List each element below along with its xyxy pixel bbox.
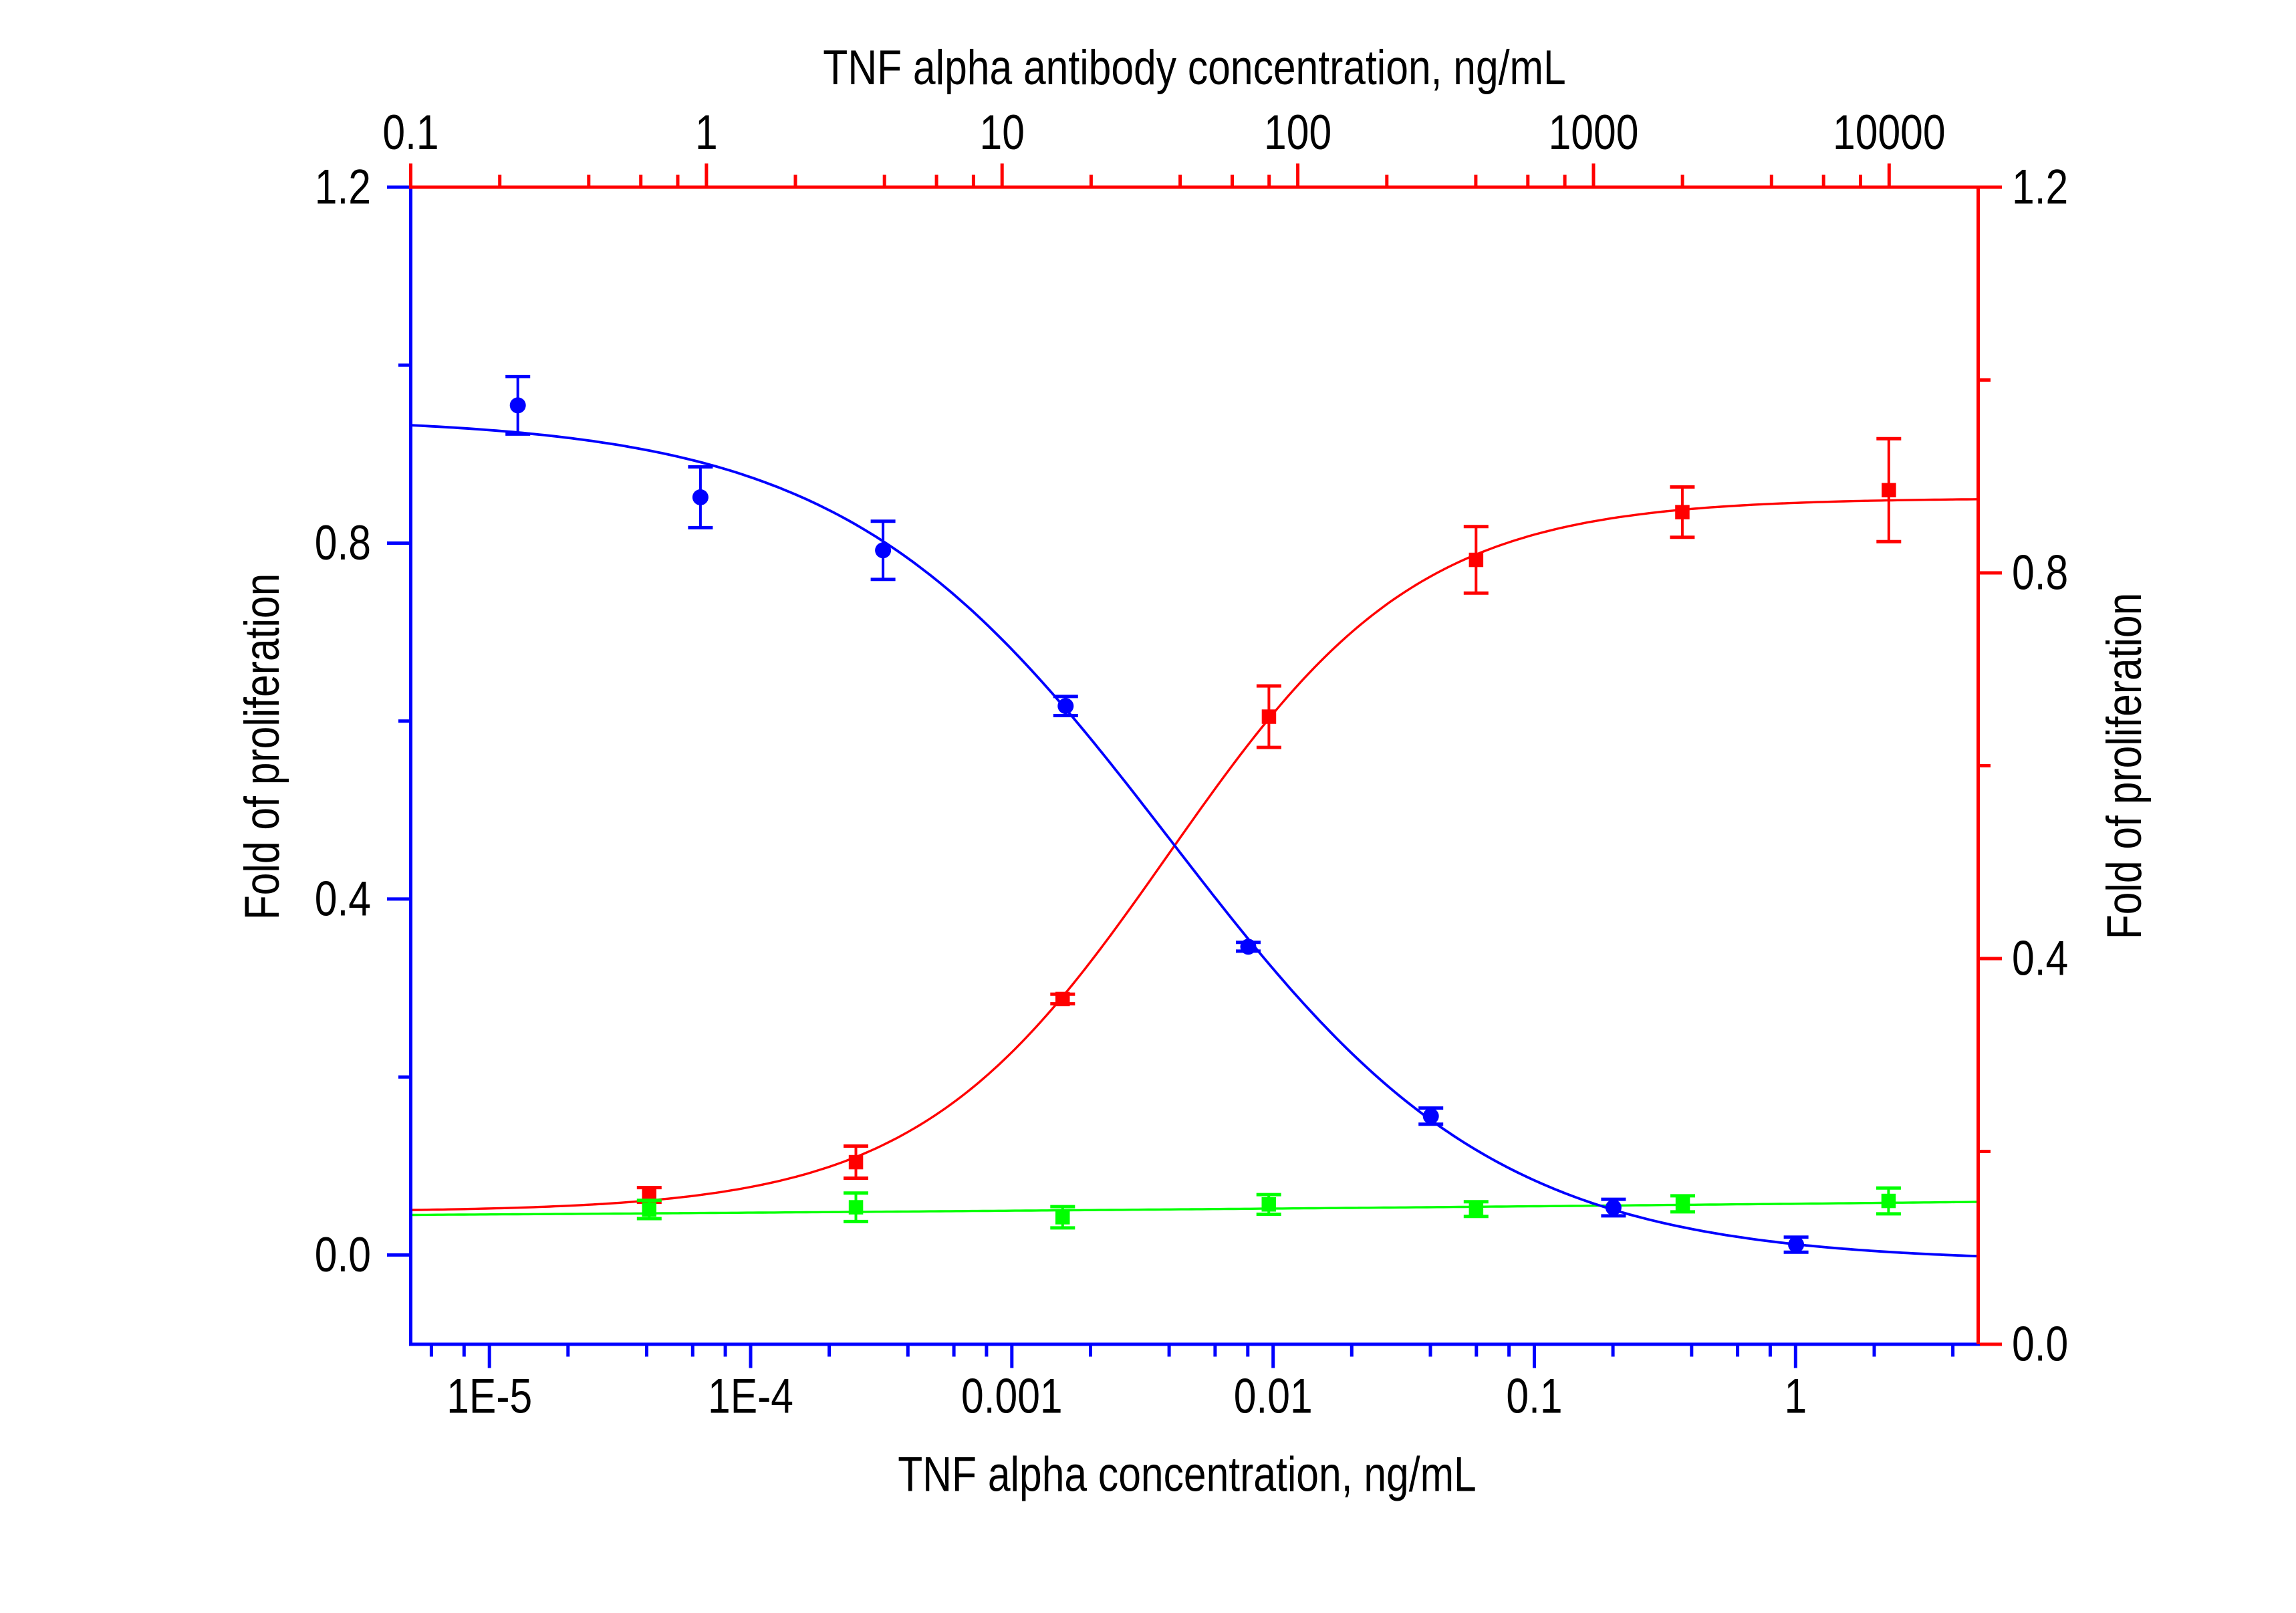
svg-text:TNF alpha concentration, ng/mL: TNF alpha concentration, ng/mL — [898, 1447, 1476, 1502]
svg-text:1E-5: 1E-5 — [447, 1369, 532, 1424]
svg-text:1000: 1000 — [1549, 106, 1639, 160]
svg-text:10: 10 — [979, 106, 1024, 160]
svg-text:0.1: 0.1 — [382, 106, 438, 160]
svg-text:100: 100 — [1264, 106, 1331, 160]
svg-text:0.0: 0.0 — [315, 1228, 371, 1283]
svg-text:1.2: 1.2 — [2012, 160, 2068, 215]
svg-text:TNF alpha antibody concentrati: TNF alpha antibody concentration, ng/mL — [823, 41, 1565, 96]
svg-text:Fold of proliferation: Fold of proliferation — [235, 574, 290, 920]
svg-text:0.8: 0.8 — [315, 516, 371, 571]
svg-text:0.4: 0.4 — [2012, 931, 2068, 986]
svg-text:Fold of proliferation: Fold of proliferation — [2097, 593, 2152, 940]
svg-text:1E-4: 1E-4 — [708, 1369, 793, 1424]
svg-text:10000: 10000 — [1833, 106, 1945, 160]
svg-text:0.8: 0.8 — [2012, 545, 2068, 600]
svg-text:0.0: 0.0 — [2012, 1317, 2068, 1372]
svg-text:1: 1 — [1784, 1369, 1807, 1424]
svg-text:0.4: 0.4 — [315, 872, 371, 926]
svg-text:1: 1 — [695, 106, 718, 160]
svg-text:0.001: 0.001 — [961, 1369, 1063, 1424]
svg-text:0.1: 0.1 — [1506, 1369, 1562, 1424]
svg-text:1.2: 1.2 — [315, 160, 371, 215]
svg-text:0.01: 0.01 — [1234, 1369, 1313, 1424]
